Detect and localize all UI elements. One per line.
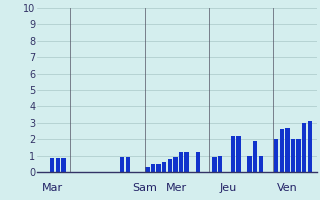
Bar (162, 162, 166, 172)
Bar (280, 129, 284, 172)
Bar (196, 152, 200, 172)
Bar (296, 139, 301, 172)
Bar (151, 164, 155, 172)
Bar (230, 136, 235, 172)
Text: Ven: Ven (277, 183, 298, 193)
Bar (236, 136, 241, 172)
Bar (61, 158, 66, 172)
Text: Jeu: Jeu (220, 183, 237, 193)
Text: Mer: Mer (166, 183, 188, 193)
Bar (259, 156, 263, 172)
Bar (120, 157, 124, 172)
Bar (173, 157, 178, 172)
Bar (291, 139, 295, 172)
Bar (218, 156, 222, 172)
Bar (145, 167, 150, 172)
Bar (56, 158, 60, 172)
Bar (184, 152, 189, 172)
Bar (179, 152, 183, 172)
Bar (168, 159, 172, 172)
Bar (285, 128, 290, 172)
Bar (156, 164, 161, 172)
Bar (274, 139, 278, 172)
Bar (212, 157, 217, 172)
Bar (253, 141, 257, 172)
Text: Mar: Mar (42, 183, 63, 193)
Bar (125, 157, 130, 172)
Bar (308, 121, 312, 172)
Bar (302, 123, 307, 172)
Text: Sam: Sam (132, 183, 157, 193)
Bar (50, 158, 54, 172)
Bar (247, 156, 252, 172)
